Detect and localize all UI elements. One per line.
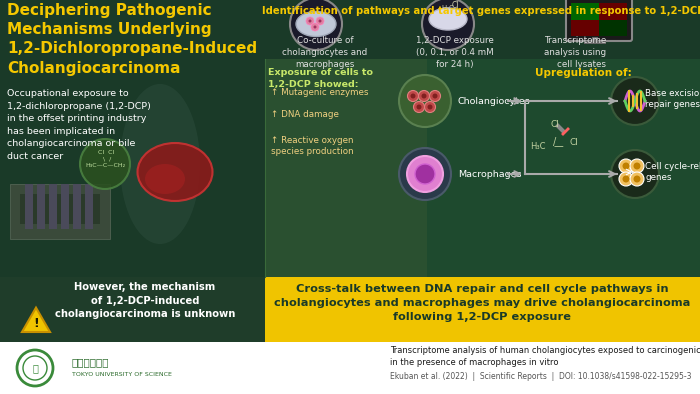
Circle shape	[314, 26, 316, 28]
Text: Upregulation of:: Upregulation of:	[535, 68, 631, 78]
Text: !: !	[33, 317, 39, 330]
Circle shape	[410, 93, 416, 98]
Circle shape	[428, 104, 433, 110]
Bar	[49, 184, 57, 229]
Text: Cl: Cl	[570, 138, 579, 147]
Text: ↑ DNA damage: ↑ DNA damage	[271, 110, 339, 119]
Text: 東京理科大学: 東京理科大学	[72, 357, 109, 367]
Bar	[73, 184, 81, 229]
Circle shape	[421, 93, 426, 98]
Circle shape	[630, 172, 644, 186]
Text: H₃C: H₃C	[442, 5, 454, 11]
Ellipse shape	[429, 8, 467, 30]
Circle shape	[306, 17, 314, 25]
Bar	[10, 184, 110, 239]
Ellipse shape	[137, 143, 213, 201]
Circle shape	[311, 23, 319, 31]
Bar	[584, 41, 606, 44]
Circle shape	[622, 162, 629, 169]
Circle shape	[619, 172, 633, 186]
Text: Exposure of cells to
1,2-DCP showed:: Exposure of cells to 1,2-DCP showed:	[268, 68, 373, 89]
Circle shape	[415, 164, 435, 184]
Bar	[599, 20, 627, 36]
Text: Cl: Cl	[452, 1, 458, 10]
Bar	[571, 20, 599, 36]
Circle shape	[416, 104, 421, 110]
Text: Cl  Cl
  \  /
H₃C—C—CH₂: Cl Cl \ / H₃C—C—CH₂	[85, 150, 125, 168]
Circle shape	[419, 91, 430, 102]
Text: TOKYO UNIVERSITY OF SCIENCE: TOKYO UNIVERSITY OF SCIENCE	[72, 372, 172, 377]
Circle shape	[611, 77, 659, 125]
Text: Occupational exposure to
1,2-dichloropropane (1,2-DCP)
in the offset printing in: Occupational exposure to 1,2-dichloropro…	[7, 89, 151, 160]
Circle shape	[399, 148, 451, 200]
Bar	[571, 3, 627, 36]
Circle shape	[316, 17, 324, 25]
Text: Base excision
repair genes: Base excision repair genes	[645, 89, 700, 110]
Bar	[599, 3, 627, 20]
Ellipse shape	[120, 84, 200, 244]
Bar	[592, 37, 598, 42]
Bar	[0, 0, 700, 59]
Text: H₃C: H₃C	[531, 141, 546, 151]
Text: ↑ Mutagenic enzymes: ↑ Mutagenic enzymes	[271, 88, 368, 97]
Text: 東: 東	[32, 363, 38, 373]
Circle shape	[430, 91, 440, 102]
Circle shape	[399, 75, 451, 127]
Circle shape	[619, 159, 633, 173]
Circle shape	[622, 175, 629, 182]
Bar	[0, 277, 265, 342]
Bar	[20, 194, 100, 224]
Ellipse shape	[145, 164, 185, 194]
Text: Macrophages: Macrophages	[458, 169, 522, 178]
Circle shape	[407, 156, 443, 192]
Bar	[265, 277, 700, 342]
Circle shape	[634, 162, 640, 169]
Polygon shape	[22, 308, 50, 332]
Bar	[571, 3, 599, 20]
Text: Cl: Cl	[551, 120, 559, 129]
Text: ↑ Reactive oxygen
species production: ↑ Reactive oxygen species production	[271, 136, 354, 156]
Bar	[37, 184, 45, 229]
Text: Ekuban et al. (2022)  |  Scientific Reports  |  DOI: 10.1038/s41598-022-15295-3: Ekuban et al. (2022) | Scientific Report…	[390, 372, 692, 381]
Circle shape	[407, 91, 419, 102]
Circle shape	[309, 19, 312, 22]
Text: Transcriptome analysis of human cholangiocytes exposed to carcinogenic 1,2-dichl: Transcriptome analysis of human cholangi…	[390, 346, 700, 367]
Bar	[25, 184, 33, 229]
Circle shape	[634, 175, 640, 182]
Text: Deciphering Pathogenic
Mechanisms Underlying
1,2-Dichloropropane-Induced
Cholang: Deciphering Pathogenic Mechanisms Underl…	[7, 3, 257, 76]
Bar	[85, 184, 93, 229]
Text: Transcriptome
analysis using
cell lysates: Transcriptome analysis using cell lysate…	[544, 36, 606, 69]
Text: Co-culture of
cholangiocytes and
macrophages: Co-culture of cholangiocytes and macroph…	[282, 36, 368, 69]
Text: /: /	[554, 137, 556, 147]
Bar	[0, 59, 265, 277]
Circle shape	[80, 139, 130, 189]
Circle shape	[422, 0, 474, 50]
Circle shape	[424, 102, 435, 113]
Circle shape	[611, 150, 659, 198]
FancyBboxPatch shape	[566, 0, 632, 41]
Bar	[61, 184, 69, 229]
Circle shape	[414, 102, 424, 113]
Circle shape	[290, 0, 342, 50]
Bar	[0, 342, 700, 394]
Ellipse shape	[296, 11, 336, 37]
Circle shape	[433, 93, 438, 98]
Text: Identification of pathways and target genes expressed in response to 1,2-DCP: Identification of pathways and target ge…	[262, 6, 700, 16]
Text: —: —	[553, 141, 563, 151]
Circle shape	[318, 19, 321, 22]
Text: Cross-talk between DNA repair and cell cycle pathways in
cholangiocytes and macr: Cross-talk between DNA repair and cell c…	[274, 284, 690, 322]
Text: 1,2-DCP exposure
(0, 0.1, or 0.4 mM
for 24 h): 1,2-DCP exposure (0, 0.1, or 0.4 mM for …	[416, 36, 494, 69]
Bar	[265, 59, 700, 277]
Circle shape	[630, 159, 644, 173]
Text: However, the mechanism
of 1,2-DCP-induced
cholangiocarcinoma is unknown: However, the mechanism of 1,2-DCP-induce…	[55, 282, 235, 319]
Text: Cholangiocytes: Cholangiocytes	[458, 97, 531, 106]
Bar	[265, 59, 427, 277]
Text: Cell cycle-related
genes: Cell cycle-related genes	[645, 162, 700, 182]
